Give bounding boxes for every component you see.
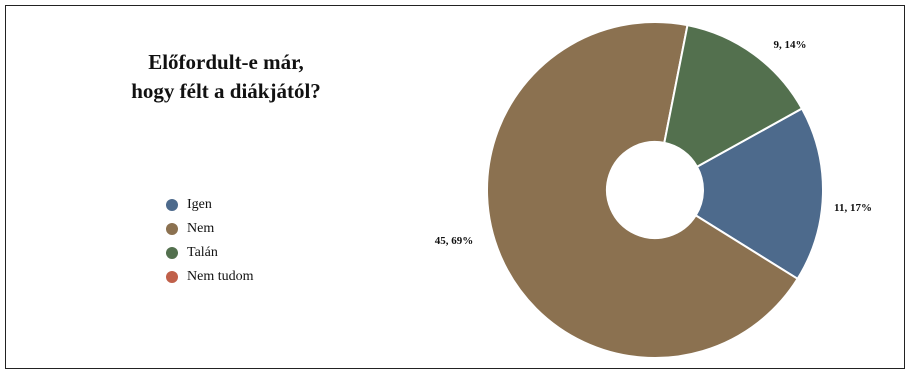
- legend-label: Nem: [187, 221, 215, 236]
- chart-title-line-2: hogy félt a diákjától?: [131, 79, 321, 103]
- data-label-nem: 45, 69%: [435, 235, 474, 247]
- legend-label: Nem tudom: [187, 269, 254, 284]
- data-label-igen: 11, 17%: [834, 202, 872, 214]
- legend-swatch: [166, 247, 178, 259]
- slice-igen: [694, 107, 824, 281]
- slice-nem: [486, 21, 799, 359]
- legend-item-igen: Igen: [166, 193, 254, 217]
- chart-title-line-1: Előfordult-e már,: [148, 50, 304, 74]
- donut-slices: [486, 21, 824, 359]
- slice-talan: [663, 23, 804, 169]
- legend-item-talan: Talán: [166, 241, 254, 265]
- chart-title: Előfordult-e már, hogy félt a diákjától?: [86, 48, 366, 106]
- donut-data-labels: 11, 17% 45, 69% 9, 14%: [435, 39, 872, 247]
- data-label-talan: 9, 14%: [774, 39, 807, 51]
- legend-swatch: [166, 199, 178, 211]
- legend-swatch: [166, 271, 178, 283]
- legend-swatch: [166, 223, 178, 235]
- legend-item-nem: Nem: [166, 217, 254, 241]
- chart-legend: Igen Nem Talán Nem tudom: [166, 193, 254, 289]
- legend-item-nem-tudom: Nem tudom: [166, 265, 254, 289]
- legend-label: Talán: [187, 245, 218, 260]
- legend-label: Igen: [187, 197, 212, 212]
